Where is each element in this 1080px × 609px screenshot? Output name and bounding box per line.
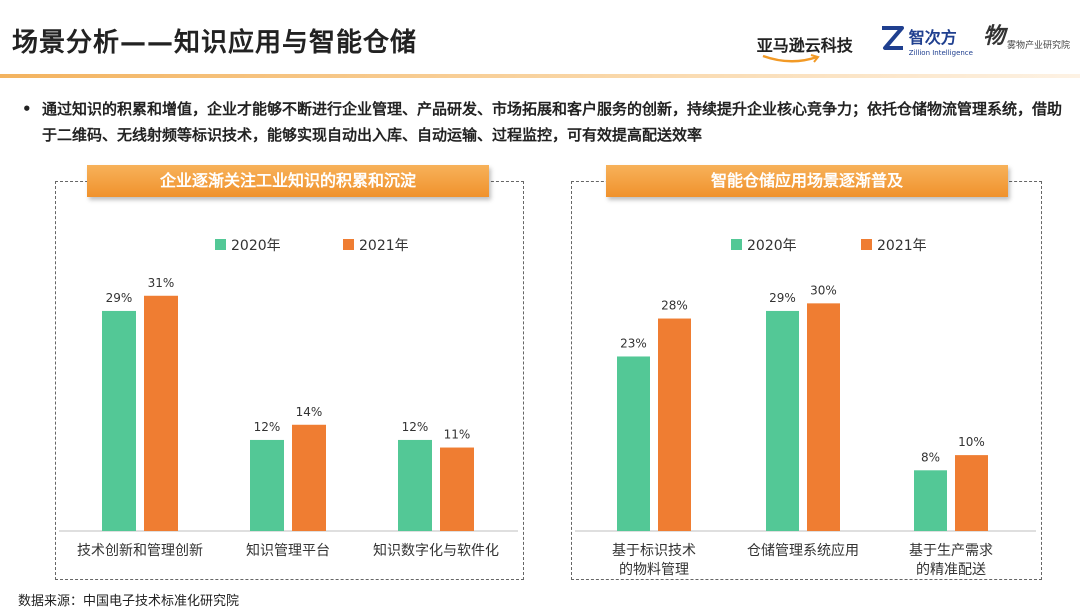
- category-label-2-1: 的精准配送: [916, 562, 986, 578]
- institute-logo-text: 雾物产业研究院: [1006, 41, 1070, 51]
- amazon-smile-icon: [762, 54, 820, 63]
- legend-swatch-0: [215, 239, 226, 250]
- category-label-0: 技术创新和管理创新: [77, 543, 203, 559]
- legend-label-0: 2020年: [231, 238, 281, 254]
- zillion-logo-text: 智次方: [908, 28, 957, 47]
- bar-2-0: [914, 470, 947, 531]
- category-label-2: 知识数字化与软件化: [373, 542, 499, 559]
- data-label-0-0: 23%: [620, 336, 647, 350]
- bar-0-1: [658, 318, 691, 531]
- institute-mark-icon: 物: [982, 23, 1005, 49]
- data-label-1-1: 14%: [296, 405, 323, 419]
- zillion-z-icon: [881, 26, 904, 50]
- category-label-2-0: 基于生产需求: [909, 542, 993, 559]
- institute-logo: 物 雾物产业研究院: [983, 24, 1070, 51]
- legend-swatch-1: [343, 239, 354, 250]
- bar-2-0: [398, 439, 432, 531]
- page-title: 场景分析——知识应用与智能仓储: [12, 28, 418, 58]
- data-label-2-0: 8%: [921, 450, 940, 464]
- data-label-1-0: 12%: [254, 420, 281, 434]
- logo-bar: 亚马逊云科技 智次方 Zillion Intelligence 物 雾物产业研究…: [757, 18, 1070, 68]
- category-label-0-1: 的物料管理: [619, 562, 689, 578]
- data-label-2-1: 11%: [444, 428, 471, 442]
- bar-0-0: [102, 310, 136, 531]
- zillion-logo: 智次方 Zillion Intelligence: [879, 24, 973, 57]
- bullet-text: 通过知识的积累和增值，企业才能够不断进行企业管理、产品研发、市场拓展和客户服务的…: [42, 100, 1063, 144]
- legend-swatch-0: [731, 239, 742, 250]
- category-label-1: 知识管理平台: [246, 542, 330, 559]
- bar-1-1: [292, 424, 326, 531]
- bar-2-1: [440, 447, 474, 531]
- legend-label-0: 2020年: [747, 238, 797, 254]
- amazon-logo-text: 亚马逊云科技: [756, 36, 853, 55]
- data-label-1-0: 29%: [769, 291, 796, 305]
- category-label-1: 仓储管理系统应用: [747, 542, 859, 559]
- data-source-note: 数据来源：中国电子技术标准化研究院: [18, 594, 240, 609]
- legend-label-1: 2021年: [359, 238, 409, 254]
- zillion-logo-subtext: Zillion Intelligence: [908, 49, 973, 57]
- legend-swatch-1: [861, 239, 872, 250]
- category-label-0-0: 基于标识技术: [612, 542, 696, 559]
- data-label-1-1: 30%: [810, 283, 837, 297]
- bar-1-1: [807, 303, 840, 531]
- bar-1-0: [766, 310, 799, 531]
- legend-label-1: 2021年: [877, 238, 927, 254]
- data-label-0-1: 28%: [661, 299, 688, 313]
- data-label-2-1: 10%: [958, 435, 985, 449]
- chart-title-right: 智能仓储应用场景逐渐普及: [606, 165, 1008, 197]
- bar-1-0: [250, 439, 284, 531]
- bar-0-1: [144, 295, 178, 531]
- title-divider: [0, 74, 1080, 78]
- bar-0-0: [617, 356, 650, 531]
- bullet-symbol: •: [22, 100, 32, 118]
- data-label-2-0: 12%: [402, 420, 429, 434]
- data-label-0-1: 31%: [148, 276, 175, 290]
- amazon-logo: 亚马逊云科技: [757, 18, 869, 68]
- data-label-0-0: 29%: [106, 291, 133, 305]
- chart-title-left: 企业逐渐关注工业知识的积累和沉淀: [87, 165, 489, 197]
- bar-chart-left: 2020年 2021年 29% 31% 技术创新和管理创新 12% 14% 知识管理平台 12%…: [59, 238, 518, 559]
- bar-2-1: [955, 455, 988, 531]
